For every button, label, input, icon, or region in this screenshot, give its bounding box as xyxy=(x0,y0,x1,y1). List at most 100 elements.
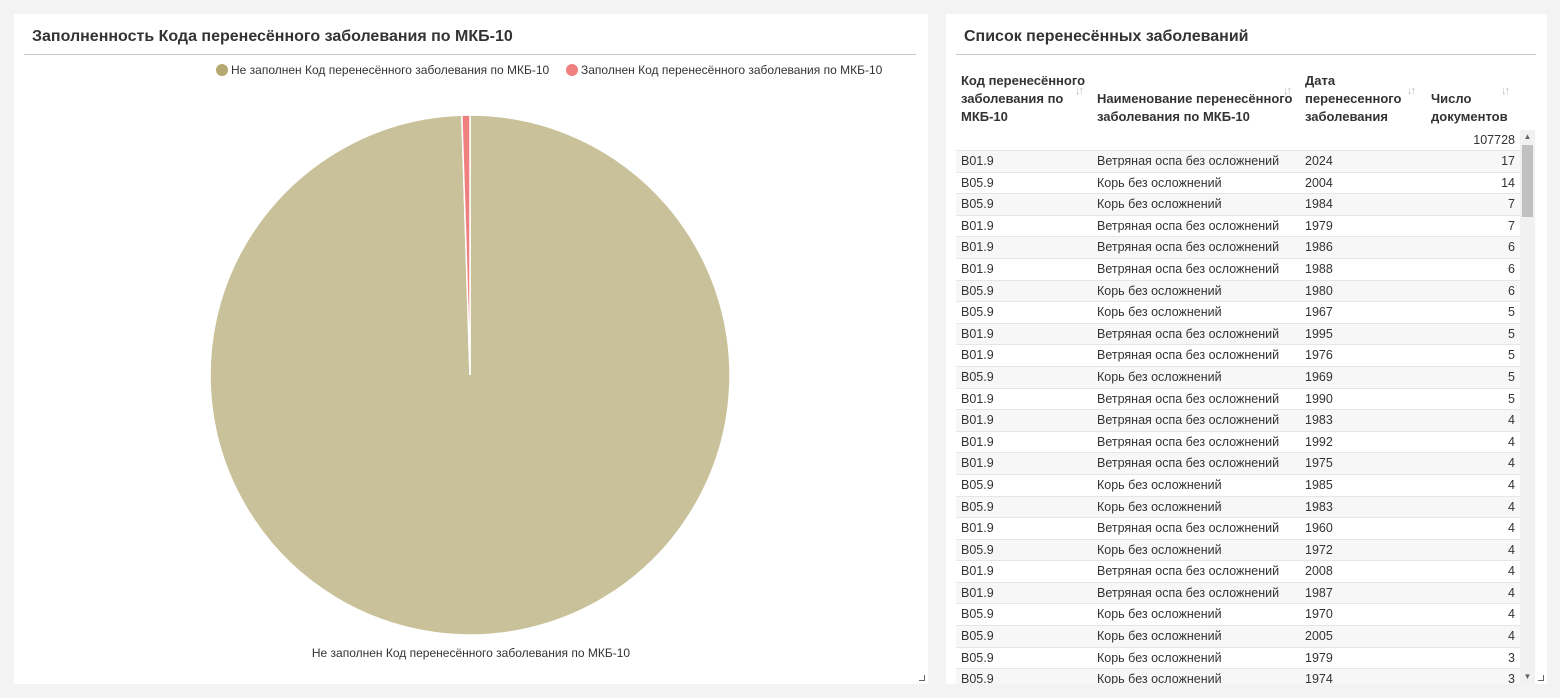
cell-code: B05.9 xyxy=(961,650,994,665)
pie-chart-title: Заполненность Кода перенесённого заболев… xyxy=(32,28,513,45)
table-row[interactable]: B01.9 Ветряная оспа без осложнений 1988 6 xyxy=(956,259,1520,281)
table-row[interactable]: B05.9 Корь без осложнений 2004 14 xyxy=(956,173,1520,195)
legend-item[interactable]: Не заполнен Код перенесённого заболевани… xyxy=(216,63,549,77)
cell-code: B01.9 xyxy=(961,413,994,428)
cell-code: B01.9 xyxy=(961,218,994,233)
column-header-count-line: Число xyxy=(1431,91,1472,106)
cell-code: B05.9 xyxy=(961,305,994,320)
pie-slice-filled[interactable] xyxy=(461,114,471,376)
cell-count: 7 xyxy=(1508,218,1515,233)
cell-name: Ветряная оспа без осложнений xyxy=(1097,413,1280,428)
legend-item[interactable]: Заполнен Код перенесённого заболевания п… xyxy=(566,63,882,77)
cell-name: Ветряная оспа без осложнений xyxy=(1097,564,1280,579)
cell-code: B05.9 xyxy=(961,607,994,622)
cell-count: 4 xyxy=(1508,564,1515,579)
table-row[interactable]: B05.9 Корь без осложнений 1972 4 xyxy=(956,539,1520,562)
cell-count: 6 xyxy=(1508,283,1515,298)
column-header-code-line: заболевания по xyxy=(961,91,1064,106)
pie-chart xyxy=(209,114,731,636)
legend-label: Заполнен Код перенесённого заболевания п… xyxy=(581,63,883,77)
cell-date: 1979 xyxy=(1305,218,1333,233)
cell-date: 1960 xyxy=(1305,521,1333,536)
table-row[interactable]: B05.9 Корь без осложнений 1967 5 xyxy=(956,302,1520,324)
table-body: 107728 B01.9 Ветряная оспа без осложнений… xyxy=(956,130,1520,684)
resize-handle-icon[interactable] xyxy=(1538,675,1544,681)
cell-count: 4 xyxy=(1508,607,1515,622)
cell-date: 1983 xyxy=(1305,499,1333,514)
table-row[interactable]: B05.9 Корь без осложнений 2005 4 xyxy=(956,626,1520,648)
scroll-thumb[interactable] xyxy=(1522,145,1533,217)
cell-code: B01.9 xyxy=(961,585,994,600)
table-row[interactable]: B05.9 Корь без осложнений 1983 4 xyxy=(956,496,1520,519)
table-row[interactable]: B01.9 Ветряная оспа без осложнений 1986 6 xyxy=(956,237,1520,259)
cell-date: 2004 xyxy=(1305,175,1333,190)
cell-code: B01.9 xyxy=(961,564,994,579)
table-row[interactable]: B01.9 Ветряная оспа без осложнений 1960 4 xyxy=(956,518,1520,540)
column-header-code-line: Код перенесённого xyxy=(961,73,1086,88)
cell-count: 4 xyxy=(1508,585,1515,600)
table-row[interactable]: B01.9 Ветряная оспа без осложнений 1976 5 xyxy=(956,345,1520,367)
cell-date: 1974 xyxy=(1305,672,1333,684)
table-row[interactable]: B05.9 Корь без осложнений 1984 7 xyxy=(956,194,1520,216)
cell-count: 14 xyxy=(1501,175,1515,190)
cell-date: 1995 xyxy=(1305,326,1333,341)
cell-code: B05.9 xyxy=(961,197,994,212)
cell-count: 3 xyxy=(1508,650,1515,665)
sort-icon[interactable]: ↓↑ xyxy=(1283,85,1292,97)
cell-date: 2024 xyxy=(1305,154,1333,168)
cell-count: 7 xyxy=(1508,197,1515,212)
table-row[interactable]: B05.9 Корь без осложнений 1974 3 xyxy=(956,669,1520,684)
column-header-name[interactable]: Наименование перенесённого заболевания п… xyxy=(1097,85,1302,126)
table-row[interactable]: B01.9 Ветряная оспа без осложнений 1992 4 xyxy=(956,432,1520,454)
cell-count: 4 xyxy=(1508,456,1515,471)
scroll-up-arrow-icon[interactable]: ▲ xyxy=(1523,132,1532,141)
cell-date: 1969 xyxy=(1305,369,1333,384)
table-row[interactable]: B01.9 Ветряная оспа без осложнений 1990 5 xyxy=(956,389,1520,411)
total-count: 107728 xyxy=(1473,133,1515,147)
cell-code: B05.9 xyxy=(961,369,994,384)
table-row[interactable]: B01.9 Ветряная оспа без осложнений 2008 4 xyxy=(956,561,1520,583)
column-header-count[interactable]: Число документов ↓↑ xyxy=(1431,85,1521,126)
cell-count: 5 xyxy=(1508,305,1515,320)
cell-name: Корь без осложнений xyxy=(1097,477,1222,492)
cell-date: 1975 xyxy=(1305,456,1333,471)
table-row[interactable]: B05.9 Корь без осложнений 1980 6 xyxy=(956,280,1520,303)
cell-name: Ветряная оспа без осложнений xyxy=(1097,391,1280,406)
table-scrollbar[interactable]: ▲ ▼ xyxy=(1520,130,1535,684)
resize-handle-icon[interactable] xyxy=(919,675,925,681)
sort-icon[interactable]: ↓↑ xyxy=(1075,85,1084,97)
cell-date: 1983 xyxy=(1305,413,1333,428)
cell-count: 5 xyxy=(1508,348,1515,363)
table-row[interactable]: B01.9 Ветряная оспа без осложнений 2024 17 xyxy=(956,151,1520,173)
table-row[interactable]: B05.9 Корь без осложнений 1985 4 xyxy=(956,475,1520,497)
table-row[interactable]: B05.9 Корь без осложнений 1969 5 xyxy=(956,366,1520,389)
column-header-date[interactable]: Дата перенесенного заболевания ↓↑ xyxy=(1305,72,1416,126)
cell-name: Ветряная оспа без осложнений xyxy=(1097,154,1280,168)
column-header-name-line: Наименование перенесённого xyxy=(1097,91,1293,106)
cell-count: 5 xyxy=(1508,326,1515,341)
table-row[interactable]: B05.9 Корь без осложнений 1979 3 xyxy=(956,648,1520,670)
table-row[interactable]: B01.9 Ветряная оспа без осложнений 1979 7 xyxy=(956,216,1520,238)
cell-count: 4 xyxy=(1508,521,1515,536)
cell-code: B05.9 xyxy=(961,542,994,557)
cell-date: 1986 xyxy=(1305,240,1333,255)
column-header-count-line: документов xyxy=(1431,109,1508,124)
table-row[interactable]: B01.9 Ветряная оспа без осложнений 1975 4 xyxy=(956,453,1520,475)
sort-icon[interactable]: ↓↑ xyxy=(1407,85,1416,97)
table-row[interactable]: B05.9 Корь без осложнений 1970 4 xyxy=(956,604,1520,627)
cell-name: Ветряная оспа без осложнений xyxy=(1097,456,1280,471)
table-row[interactable]: B01.9 Ветряная оспа без осложнений 1995 5 xyxy=(956,323,1520,346)
table-row[interactable]: B01.9 Ветряная оспа без осложнений 1987 4 xyxy=(956,582,1520,605)
cell-name: Корь без осложнений xyxy=(1097,369,1222,384)
diseases-table-panel: Список перенесённых заболеваний Код пере… xyxy=(946,14,1547,684)
cell-code: B01.9 xyxy=(961,391,994,406)
cell-name: Корь без осложнений xyxy=(1097,607,1222,622)
table-row[interactable]: B01.9 Ветряная оспа без осложнений 1983 4 xyxy=(956,410,1520,432)
column-header-code[interactable]: Код перенесённого заболевания по МКБ-10 … xyxy=(961,72,1089,126)
cell-count: 4 xyxy=(1508,629,1515,644)
scroll-down-arrow-icon[interactable]: ▼ xyxy=(1523,672,1532,681)
pie-slice-label: Не заполнен Код перенесённого заболевани… xyxy=(311,646,631,660)
cell-name: Корь без осложнений xyxy=(1097,650,1222,665)
table-title: Список перенесённых заболеваний xyxy=(964,28,1249,45)
sort-icon[interactable]: ↓↑ xyxy=(1501,85,1510,97)
